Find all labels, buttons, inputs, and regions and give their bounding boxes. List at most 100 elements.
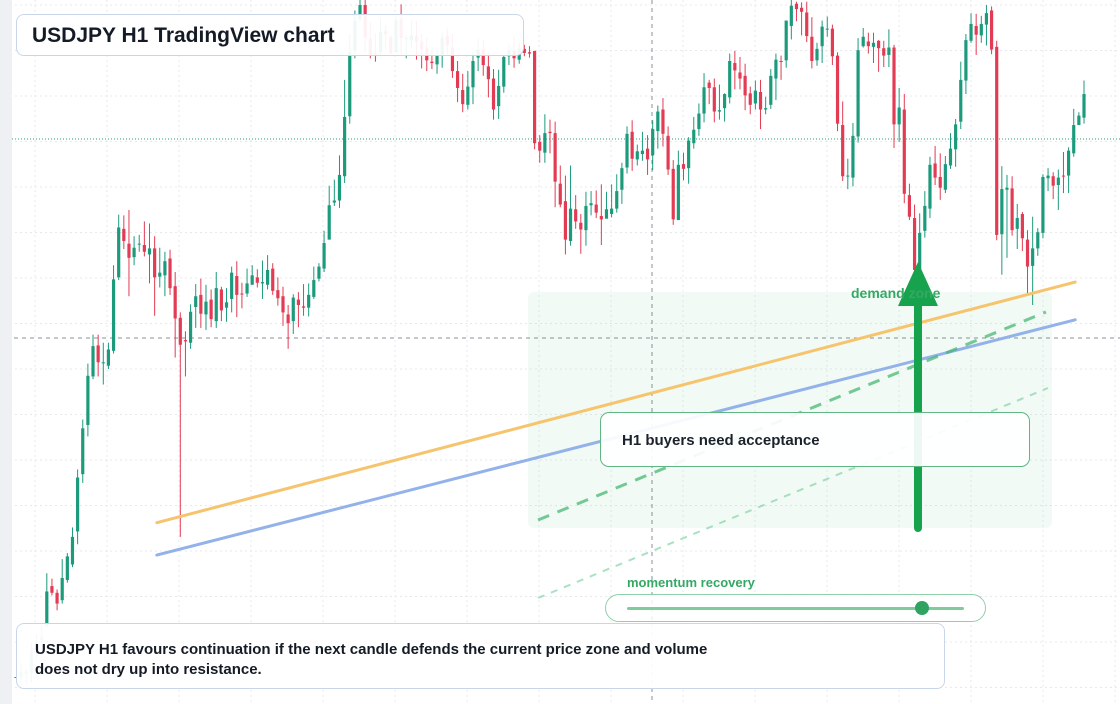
candle-body (214, 288, 218, 322)
candle-body (825, 28, 829, 30)
candle-body (1067, 150, 1071, 176)
candle-body (902, 109, 906, 194)
candle-body (1056, 177, 1060, 186)
candle-body (178, 317, 182, 345)
candle-body (86, 375, 90, 425)
candle-body (1010, 188, 1014, 231)
candle-body (199, 294, 203, 314)
candle-body (111, 279, 116, 351)
candle-body (117, 227, 121, 278)
candle-body (533, 50, 537, 144)
candle-body (989, 10, 994, 50)
candle-body (471, 61, 475, 88)
candle-body (60, 577, 64, 601)
candle-body (307, 294, 311, 308)
momentum-knob[interactable] (914, 601, 929, 615)
candle-body (142, 245, 146, 252)
candle-body (969, 23, 973, 41)
candle-body (594, 204, 598, 213)
candle-body (948, 148, 953, 166)
candle-body (764, 108, 768, 110)
candle-body (604, 209, 609, 219)
candle-body (728, 61, 732, 98)
candle-body (743, 75, 747, 96)
candle-body (856, 50, 860, 137)
candle-body (188, 311, 193, 343)
candle-body (209, 299, 213, 320)
candle-body (841, 125, 845, 177)
candle-body (250, 275, 254, 285)
candle-body (820, 26, 824, 47)
candle-body (620, 168, 624, 190)
candle-body (584, 205, 588, 231)
candle-body (245, 283, 249, 294)
candle-body (497, 85, 501, 107)
candle-body (1041, 176, 1045, 233)
candle-body (568, 208, 573, 241)
candle-body (486, 66, 490, 80)
candle-body (697, 113, 701, 130)
candle-body (933, 163, 937, 178)
candle-body (337, 174, 342, 201)
candle-body (430, 61, 434, 64)
candle-body (769, 75, 773, 105)
candle-body (343, 116, 347, 177)
candle-body (14, 677, 18, 679)
candle-body (235, 276, 239, 295)
candle-body (1036, 232, 1040, 249)
candle-body (979, 23, 983, 36)
candle-body (687, 140, 691, 169)
candle-body (645, 148, 650, 160)
candle-body (1000, 189, 1004, 235)
candle-body (538, 141, 542, 151)
analysis-callout: H1 buyers need acceptance (600, 412, 1030, 467)
left-edge-panel (0, 0, 12, 704)
candle-body (681, 164, 686, 169)
candle-body (758, 92, 763, 110)
candle-body (153, 248, 157, 278)
candle-body (625, 133, 629, 168)
candle-body (774, 59, 778, 79)
candle-body (712, 87, 716, 112)
candle-body (543, 133, 547, 153)
candle-body (846, 175, 850, 177)
candle-body (574, 209, 578, 222)
up-arrow-head (898, 262, 938, 306)
candle-body (1082, 94, 1086, 118)
candle-body (800, 7, 804, 12)
candle-body (50, 586, 54, 593)
candle-body (147, 248, 152, 255)
candle-body (553, 133, 557, 182)
demand-zone-label: demand zone (851, 285, 941, 301)
candle-body (281, 296, 285, 313)
candle-body (317, 266, 321, 279)
candle-body (907, 195, 912, 217)
candle-body (502, 56, 506, 87)
candle-body (877, 40, 881, 49)
candle-body (810, 36, 814, 62)
candle-body (204, 301, 208, 315)
candle-body (738, 72, 742, 79)
candle-body (1046, 175, 1050, 179)
candle-body (127, 243, 131, 258)
candle-body (579, 222, 583, 230)
candle-body (548, 131, 552, 134)
candle-body (717, 110, 722, 112)
momentum-label: momentum recovery (627, 575, 755, 590)
candle-body (1061, 175, 1066, 177)
candle-body (748, 93, 752, 105)
momentum-meter[interactable] (605, 594, 986, 622)
candle-body (291, 297, 295, 322)
candle-body (630, 131, 634, 159)
candle-body (661, 109, 665, 134)
candle-body (928, 164, 932, 209)
candle-body (96, 345, 100, 363)
candle-body (959, 79, 963, 122)
candle-body (923, 205, 927, 231)
candle-body (322, 242, 326, 269)
candle-body (918, 232, 922, 270)
candle-body (158, 272, 162, 277)
candle-body (656, 111, 660, 132)
candle-body (995, 46, 999, 235)
summary-note: USDJPY H1 favours continuation if the ne… (16, 623, 945, 689)
